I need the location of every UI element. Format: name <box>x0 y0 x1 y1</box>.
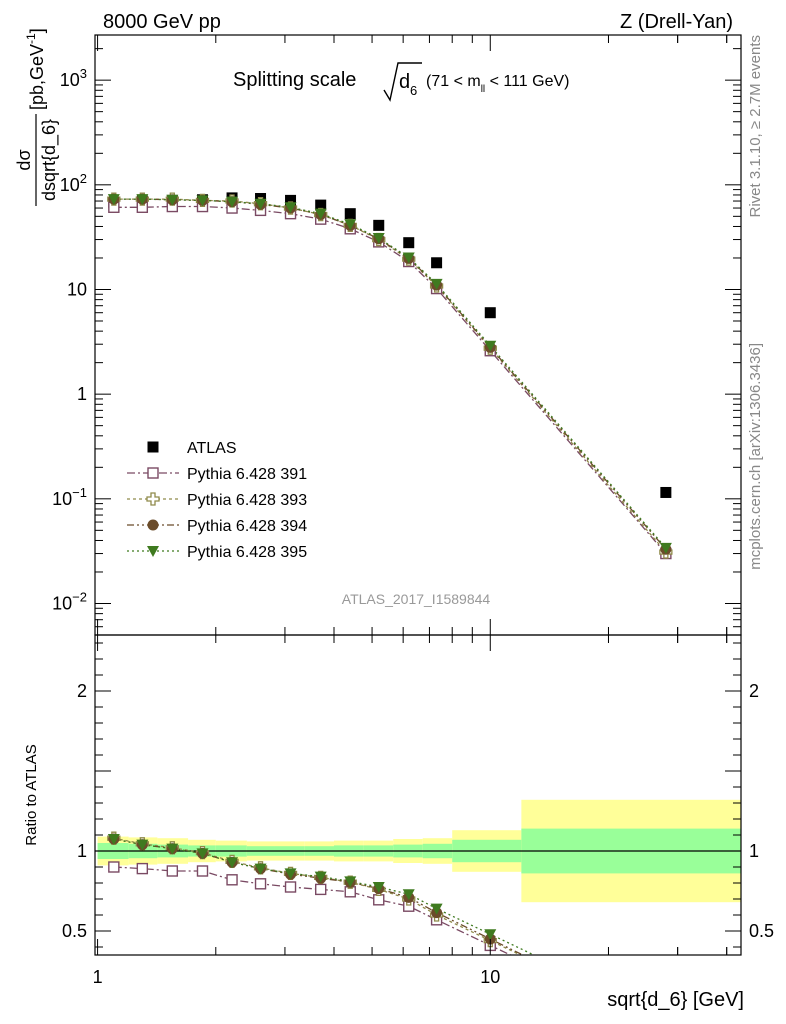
y-tick-label: 102 <box>60 171 87 195</box>
atlas-point-11 <box>431 257 443 269</box>
legend-marker-atlas <box>147 441 159 453</box>
header-left: 8000 GeV pp <box>103 11 221 33</box>
legend: ATLAS Pythia 6.428 391 Pythia 6.428 393 Pyt… <box>127 440 307 561</box>
y-tick-label: 10−1 <box>52 485 87 509</box>
legend-label-3: Pythia 6.428 394 <box>187 518 307 535</box>
ratio-line-series-3 <box>113 838 536 955</box>
main-plot-title: Splitting scale d 6 (71 < mll < 111 GeV) <box>233 62 569 102</box>
main-point-series-4-6 <box>284 202 297 214</box>
side-label-bottom: mcplots.cern.ch [arXiv:1306.3436] <box>747 343 764 570</box>
main-ylabel: dσ dsqrt{d_6} [pb,GeV-1] <box>14 28 60 206</box>
atlas-point-7 <box>315 199 327 211</box>
ratio-line-series-0 <box>113 866 512 955</box>
side-label-top: Rivet 3.1.10, ≥ 2.7M events <box>747 35 764 218</box>
x-axis-label: sqrt{d_6} [GeV] <box>607 989 744 1011</box>
y-tick-label: 1 <box>77 384 87 404</box>
ratio-point-series-3-12 <box>484 929 497 941</box>
x-tick-label: 10 <box>480 967 500 987</box>
sqrt-symbol <box>383 62 422 102</box>
svg-text:(71 < mll < 111 GeV): (71 < mll < 111 GeV) <box>426 73 569 95</box>
plot-frames <box>94 34 742 956</box>
ratio-point-series-3-8 <box>344 876 357 888</box>
ratio-y-tick-label: 2 <box>77 681 87 701</box>
legend-marker-1 <box>147 467 159 479</box>
ratio-y-tick-label-right: 1 <box>749 841 759 861</box>
main-point-series-4-12 <box>484 340 497 352</box>
ratio-point-series-3-9 <box>372 882 385 893</box>
ratio-point-series-3-2 <box>166 843 179 855</box>
atlas-point-13 <box>660 486 672 498</box>
main-point-series-4-3 <box>196 195 209 207</box>
ratio-point-series-0-6 <box>284 881 297 893</box>
legend-marker-3 <box>147 519 159 531</box>
legend-marker-4 <box>147 546 159 557</box>
svg-text:6: 6 <box>410 83 417 98</box>
ratio-point-series-0-1 <box>136 862 149 875</box>
ratio-point-series-3-10 <box>402 889 415 901</box>
ratio-point-series-3-11 <box>430 903 443 915</box>
ratio-point-series-0-9 <box>373 894 385 906</box>
svg-text:dσ: dσ <box>14 149 34 170</box>
ratio-point-series-0-0 <box>108 861 120 873</box>
ratio-y-tick-label: 1 <box>77 841 87 861</box>
y-tick-label: 10−2 <box>52 589 87 613</box>
legend-label-4: Pythia 6.428 395 <box>187 544 307 561</box>
atlas-point-8 <box>344 208 356 220</box>
ratio-y-tick-label-right: 0.5 <box>749 921 774 941</box>
main-line-series-2 <box>113 198 667 553</box>
ratio-point-series-3-1 <box>136 839 149 851</box>
svg-text:dsqrt{d_6}: dsqrt{d_6} <box>39 119 60 201</box>
legend-marker-2 <box>146 492 160 506</box>
y-tick-label: 103 <box>60 66 87 90</box>
main-point-series-4-13 <box>659 542 672 554</box>
svg-text:[pb,GeV-1]: [pb,GeV-1] <box>24 28 47 110</box>
ratio-point-series-0-5 <box>254 878 267 890</box>
legend-label-1: Pythia 6.428 391 <box>187 466 307 483</box>
atlas-point-10 <box>403 237 415 249</box>
atlas-point-12 <box>484 307 496 319</box>
main-point-series-4-4 <box>226 196 239 208</box>
ratio-point-series-3-7 <box>314 871 327 883</box>
main-point-series-4-1 <box>136 194 149 206</box>
main-point-series-4-7 <box>314 208 327 220</box>
atlas-point-6 <box>285 194 297 206</box>
main-point-series-4-9 <box>372 233 385 245</box>
ratio-point-series-3-3 <box>196 848 209 860</box>
ratio-y-tick-label: 0.5 <box>62 921 87 941</box>
ratio-plot-frame <box>94 634 742 956</box>
atlas-point-9 <box>373 219 385 231</box>
header-right: Z (Drell-Yan) <box>620 11 733 33</box>
main-point-series-4-5 <box>254 198 267 210</box>
ratio-ylabel: Ratio to ATLAS <box>23 744 40 845</box>
ratio-point-series-0-2 <box>166 865 179 877</box>
main-point-series-4-11 <box>430 278 443 290</box>
ratio-point-series-3-6 <box>284 868 297 880</box>
x-tick-label: 1 <box>93 967 103 987</box>
y-tick-label: 10 <box>67 279 87 299</box>
ratio-y-tick-label-right: 2 <box>749 681 759 701</box>
axis-ticks: 1 10 1 10 102 103 10−2 10−1 0.5 0.5 1 1 2 2 <box>52 35 774 987</box>
legend-label-2: Pythia 6.428 393 <box>187 492 307 509</box>
main-point-series-4-0 <box>107 194 120 206</box>
ratio-point-series-3-5 <box>254 863 267 875</box>
ratio-point-series-0-3 <box>196 865 209 877</box>
legend-label-0: ATLAS <box>187 440 237 457</box>
svg-text:Splitting scale: Splitting scale <box>233 69 356 91</box>
main-point-series-4-8 <box>344 219 357 231</box>
main-point-series-4-2 <box>166 194 179 206</box>
ratio-point-series-0-7 <box>315 883 327 896</box>
ratio-point-series-0-4 <box>226 874 238 886</box>
ratio-point-series-3-0 <box>107 834 120 845</box>
ratio-point-series-3-4 <box>226 857 239 869</box>
analysis-watermark: ATLAS_2017_I1589844 <box>342 591 491 607</box>
main-point-series-4-10 <box>402 252 415 264</box>
svg-text:d: d <box>399 71 410 93</box>
